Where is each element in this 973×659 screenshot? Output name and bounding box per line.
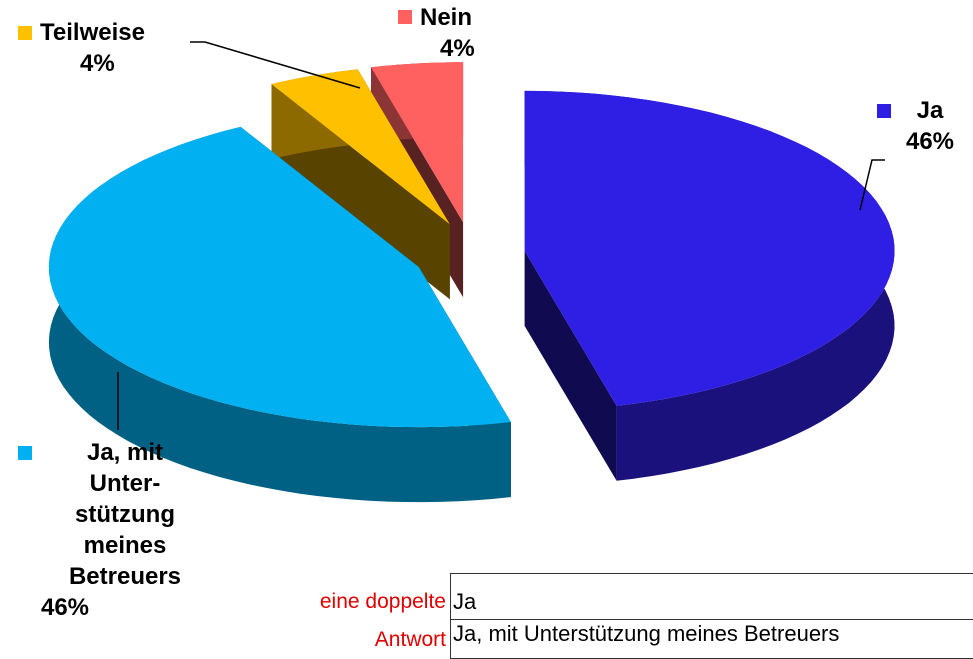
label-value: 46% xyxy=(905,128,955,155)
slice-label: Nein 4% xyxy=(420,2,510,64)
slice xyxy=(524,90,895,406)
pie xyxy=(48,62,895,503)
label-name: Ja, mit Unter­stützung meines Betreuers xyxy=(68,439,182,590)
label-name: Teilweise xyxy=(40,19,145,46)
leader-line xyxy=(859,159,885,211)
slice-side xyxy=(524,250,617,481)
legend-swatch xyxy=(18,26,32,40)
legend-swatch xyxy=(18,446,32,460)
legend-swatch xyxy=(398,10,412,24)
legend-swatch xyxy=(877,104,891,118)
slice xyxy=(271,69,450,225)
note-text: Antwort xyxy=(374,628,446,651)
slice-label: Teilweise 4% xyxy=(40,17,190,79)
slice-label: Ja 46% xyxy=(895,95,965,157)
label-name: Ja xyxy=(916,97,944,124)
slice xyxy=(371,62,464,223)
label-value: 4% xyxy=(440,35,475,62)
table-cell: Ja xyxy=(450,573,973,620)
label-value: 4% xyxy=(80,50,115,77)
label-name: Nein xyxy=(420,4,473,31)
label-value: 46% xyxy=(40,594,90,621)
slice xyxy=(48,126,511,428)
leader-line xyxy=(190,41,361,89)
note-text: eine doppelte xyxy=(319,590,446,613)
table-cell: Ja, mit Unterstützung meines Betreuers xyxy=(450,619,973,659)
slice-label: Ja, mit Unter­stützung meines Betreuers 4… xyxy=(40,437,210,623)
